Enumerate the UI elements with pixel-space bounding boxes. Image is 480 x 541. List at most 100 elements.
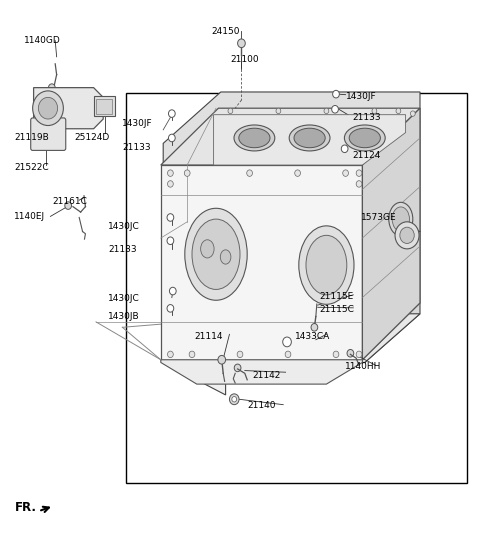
Text: 21133: 21133 [108, 246, 137, 254]
Circle shape [252, 136, 256, 140]
Ellipse shape [239, 128, 270, 148]
Ellipse shape [234, 125, 275, 151]
Ellipse shape [299, 226, 354, 304]
Circle shape [311, 324, 318, 331]
Circle shape [308, 136, 312, 140]
Ellipse shape [345, 125, 385, 151]
Circle shape [237, 351, 243, 358]
Text: 1433CA: 1433CA [295, 332, 330, 341]
Text: 21115E: 21115E [319, 292, 353, 301]
Circle shape [228, 108, 233, 114]
Circle shape [395, 222, 419, 249]
Circle shape [363, 136, 367, 140]
FancyBboxPatch shape [96, 99, 112, 114]
Circle shape [247, 170, 252, 176]
Ellipse shape [192, 219, 240, 289]
Text: 1430JB: 1430JB [108, 312, 140, 321]
Polygon shape [34, 88, 103, 129]
Text: 1430JC: 1430JC [108, 222, 140, 230]
FancyBboxPatch shape [94, 96, 115, 116]
Circle shape [168, 110, 175, 117]
Text: 21119B: 21119B [14, 134, 49, 142]
Ellipse shape [185, 208, 247, 300]
Circle shape [283, 337, 291, 347]
Circle shape [356, 181, 362, 187]
Text: 24150: 24150 [211, 27, 240, 36]
Polygon shape [365, 122, 420, 362]
Circle shape [184, 170, 190, 176]
Circle shape [167, 214, 174, 221]
Text: 21140: 21140 [247, 401, 276, 410]
Circle shape [168, 170, 173, 176]
Circle shape [333, 351, 339, 358]
Circle shape [168, 181, 173, 187]
Text: 25124D: 25124D [74, 134, 109, 142]
Circle shape [356, 170, 362, 176]
Polygon shape [161, 108, 420, 165]
Circle shape [229, 394, 239, 405]
Text: 1140HH: 1140HH [345, 362, 381, 371]
Ellipse shape [306, 235, 347, 295]
Text: 21124: 21124 [353, 151, 381, 160]
Circle shape [48, 84, 55, 91]
Circle shape [169, 287, 176, 295]
Text: 21161C: 21161C [53, 197, 88, 206]
Polygon shape [163, 173, 365, 362]
Polygon shape [163, 314, 420, 362]
Text: 1573GE: 1573GE [361, 213, 396, 222]
Ellipse shape [349, 128, 381, 148]
Circle shape [168, 134, 175, 142]
Text: 21133: 21133 [353, 114, 382, 122]
Ellipse shape [389, 202, 413, 236]
Circle shape [189, 351, 195, 358]
Circle shape [333, 90, 339, 98]
Circle shape [232, 397, 237, 402]
Ellipse shape [392, 207, 409, 232]
Circle shape [295, 170, 300, 176]
Text: 1430JC: 1430JC [108, 294, 140, 303]
Circle shape [285, 351, 291, 358]
Text: 1430JF: 1430JF [346, 92, 376, 101]
Polygon shape [214, 115, 406, 165]
Bar [126, 93, 467, 483]
Polygon shape [161, 360, 362, 384]
Polygon shape [161, 165, 362, 360]
Text: FR.: FR. [15, 501, 37, 514]
Circle shape [38, 97, 58, 119]
Text: 21100: 21100 [230, 55, 259, 64]
Ellipse shape [201, 240, 214, 258]
Text: 21522C: 21522C [14, 163, 49, 172]
Circle shape [356, 351, 362, 358]
Circle shape [324, 108, 329, 114]
Circle shape [167, 237, 174, 245]
Circle shape [238, 39, 245, 48]
Circle shape [168, 351, 173, 358]
Ellipse shape [294, 128, 325, 148]
Text: 21115C: 21115C [319, 305, 354, 314]
Circle shape [372, 108, 377, 114]
Circle shape [396, 108, 401, 114]
Circle shape [276, 108, 281, 114]
Polygon shape [163, 173, 365, 395]
Circle shape [410, 111, 415, 116]
Ellipse shape [289, 125, 330, 151]
Text: 1430JF: 1430JF [122, 119, 153, 128]
FancyBboxPatch shape [31, 118, 66, 150]
Circle shape [33, 91, 63, 126]
Circle shape [347, 349, 354, 357]
Circle shape [341, 145, 348, 153]
Circle shape [167, 305, 174, 312]
Text: 21142: 21142 [252, 372, 280, 380]
Circle shape [343, 170, 348, 176]
Ellipse shape [220, 250, 231, 264]
Text: 21133: 21133 [122, 143, 151, 151]
Text: 1140GD: 1140GD [24, 36, 61, 45]
Polygon shape [362, 108, 420, 360]
Circle shape [218, 355, 226, 364]
Circle shape [234, 364, 241, 372]
Circle shape [65, 202, 72, 209]
Circle shape [332, 105, 338, 113]
Polygon shape [163, 92, 420, 173]
Text: 21114: 21114 [194, 332, 223, 341]
Text: 1140EJ: 1140EJ [14, 212, 46, 221]
